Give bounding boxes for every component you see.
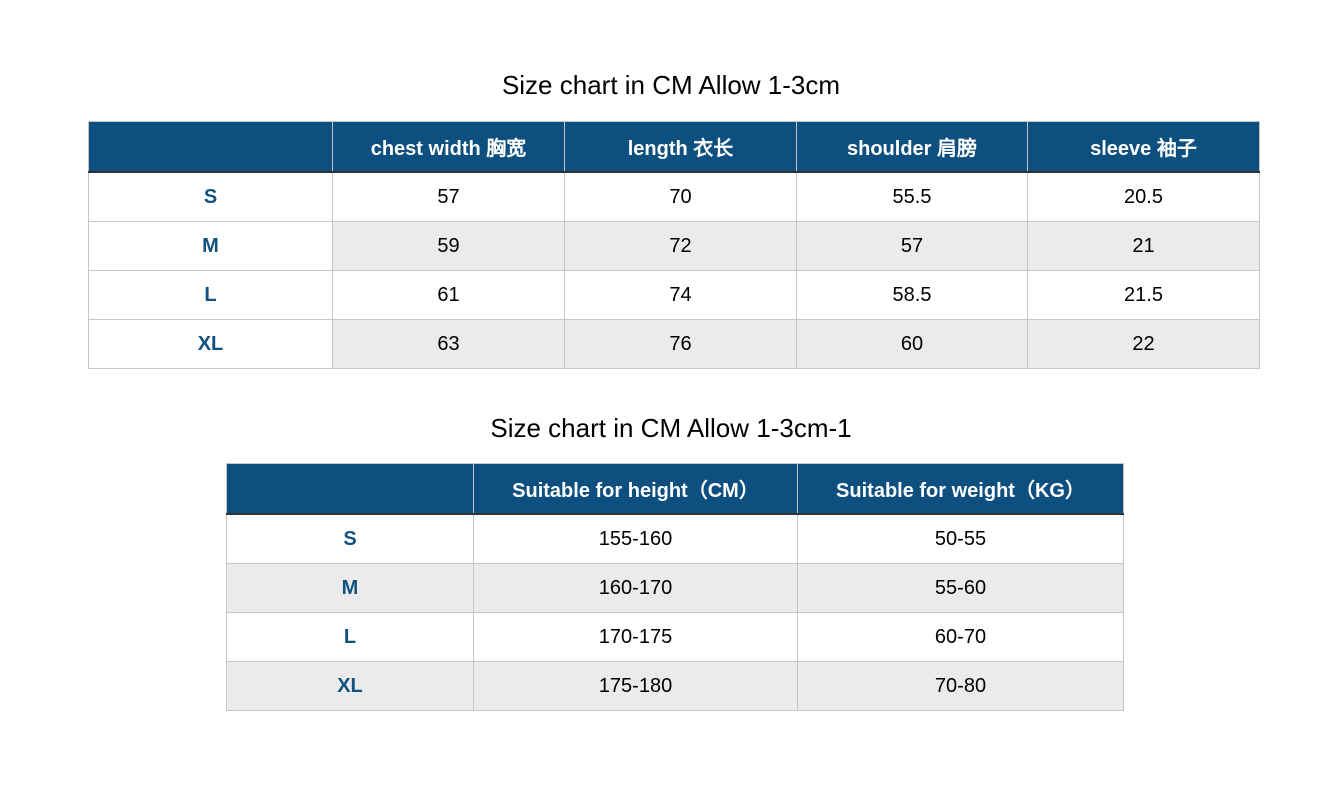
size-measurements-table: chest width 胸宽 length 衣长 shoulder 肩膀 sle…: [88, 121, 1260, 369]
value-cell: 160-170: [473, 563, 798, 613]
row-label-m: M: [88, 221, 333, 271]
value-cell: 59: [332, 221, 565, 271]
value-cell: 76: [564, 319, 797, 369]
row-label-xl: XL: [226, 661, 474, 711]
value-cell: 70-80: [797, 661, 1124, 711]
value-cell: 60: [796, 319, 1028, 369]
table-row-s: S 155-160 50-55: [226, 513, 1124, 564]
table-row-l: L 61 74 58.5 21.5: [88, 270, 1260, 320]
value-cell: 155-160: [473, 513, 798, 564]
table-row-s: S 57 70 55.5 20.5: [88, 171, 1260, 222]
header-row: chest width 胸宽 length 衣长 shoulder 肩膀 sle…: [88, 121, 1260, 173]
value-cell: 74: [564, 270, 797, 320]
value-cell: 70: [564, 171, 797, 222]
corner-header-cell: [226, 463, 474, 515]
value-cell: 20.5: [1027, 171, 1260, 222]
row-label-l: L: [226, 612, 474, 662]
value-cell: 58.5: [796, 270, 1028, 320]
row-label-l: L: [88, 270, 333, 320]
table-row-xl: XL 63 76 60 22: [88, 319, 1260, 369]
value-cell: 55.5: [796, 171, 1028, 222]
value-cell: 60-70: [797, 612, 1124, 662]
size-chart-title: Size chart in CM Allow 1-3cm: [501, 70, 841, 100]
column-header-height: Suitable for height（CM）: [473, 463, 798, 515]
column-header-shoulder: shoulder 肩膀: [796, 121, 1028, 173]
size-chart-title-secondary: Size chart in CM Allow 1-3cm-1: [490, 413, 852, 443]
table-row-m: M 160-170 55-60: [226, 563, 1124, 613]
size-suitability-table: Suitable for height（CM） Suitable for wei…: [226, 463, 1124, 711]
corner-header-cell: [88, 121, 333, 173]
value-cell: 21.5: [1027, 270, 1260, 320]
value-cell: 175-180: [473, 661, 798, 711]
value-cell: 57: [332, 171, 565, 222]
value-cell: 21: [1027, 221, 1260, 271]
table-row-xl: XL 175-180 70-80: [226, 661, 1124, 711]
row-label-s: S: [88, 171, 333, 222]
column-header-sleeve: sleeve 袖子: [1027, 121, 1260, 173]
table-row-m: M 59 72 57 21: [88, 221, 1260, 271]
value-cell: 61: [332, 270, 565, 320]
header-row: Suitable for height（CM） Suitable for wei…: [226, 463, 1124, 515]
table-row-l: L 170-175 60-70: [226, 612, 1124, 662]
value-cell: 72: [564, 221, 797, 271]
value-cell: 50-55: [797, 513, 1124, 564]
column-header-length: length 衣长: [564, 121, 797, 173]
value-cell: 57: [796, 221, 1028, 271]
row-label-m: M: [226, 563, 474, 613]
value-cell: 22: [1027, 319, 1260, 369]
column-header-chest-width: chest width 胸宽: [332, 121, 565, 173]
value-cell: 170-175: [473, 612, 798, 662]
row-label-xl: XL: [88, 319, 333, 369]
value-cell: 55-60: [797, 563, 1124, 613]
value-cell: 63: [332, 319, 565, 369]
row-label-s: S: [226, 513, 474, 564]
column-header-weight: Suitable for weight（KG）: [797, 463, 1124, 515]
